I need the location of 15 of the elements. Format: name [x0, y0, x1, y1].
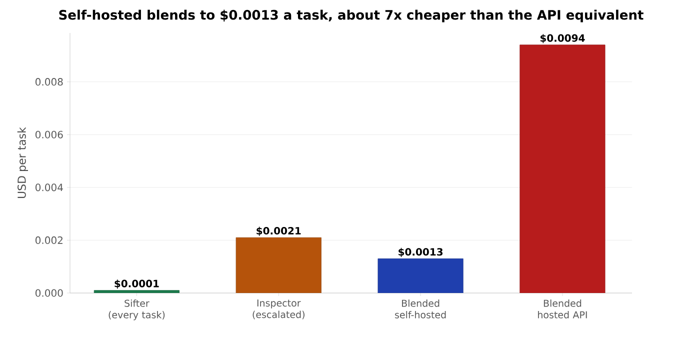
- data-label: $0.0001: [114, 280, 159, 289]
- data-label: $0.0094: [540, 34, 585, 44]
- data-label: $0.0013: [398, 248, 443, 257]
- y-axis-title: USD per task: [17, 127, 28, 198]
- chart-title: Self-hosted blends to $0.0013 a task, about 7x cheaper than the API equivalent: [59, 10, 644, 22]
- x-tick-label: Sifter (every task): [108, 300, 165, 320]
- data-label: $0.0021: [256, 226, 301, 236]
- x-tick-label: Inspector (escalated): [252, 300, 304, 320]
- x-tick-label: Blended self-hosted: [395, 300, 446, 318]
- y-tick-label: 0.004: [36, 184, 63, 192]
- x-tick-label: Blended hosted API: [538, 300, 587, 318]
- y-tick-label: 0.002: [36, 236, 62, 244]
- y-tick-label: 0.000: [36, 289, 63, 297]
- y-tick-label: 0.008: [36, 78, 63, 86]
- y-tick-label: 0.006: [36, 130, 63, 138]
